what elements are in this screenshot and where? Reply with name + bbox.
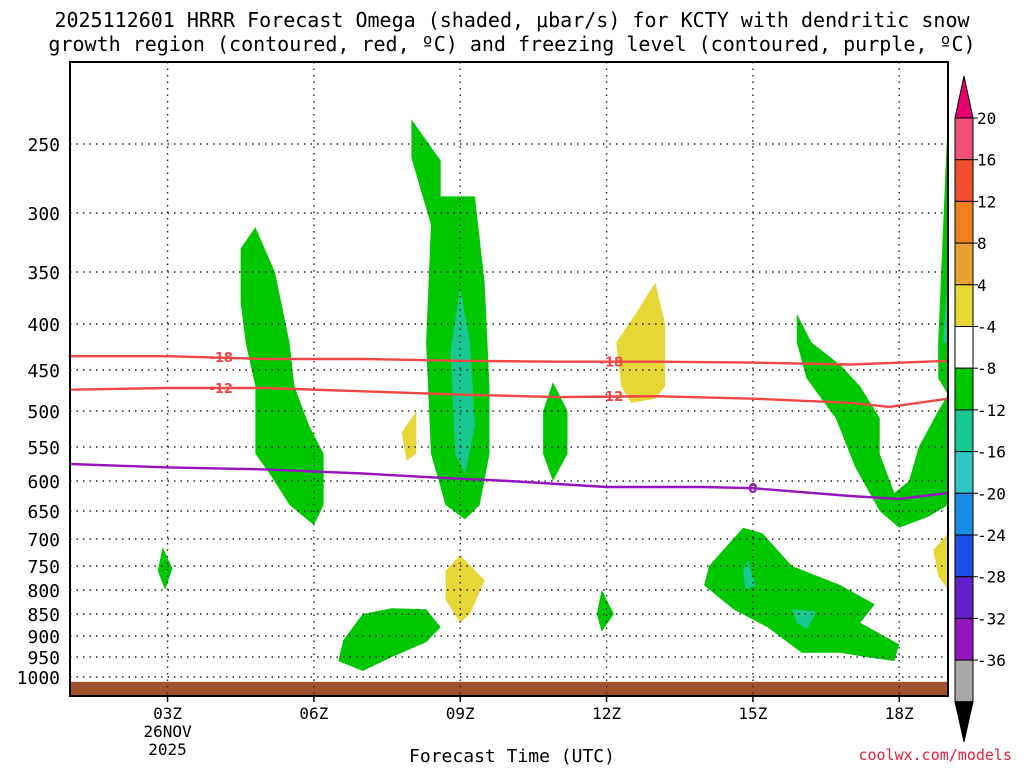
colorbar-label-4: 4 xyxy=(977,276,987,295)
y-tick-label-600: 600 xyxy=(27,472,60,493)
y-tick-label-950: 950 xyxy=(27,648,60,669)
omega-region-12 xyxy=(943,282,948,343)
terrain-layer xyxy=(70,681,948,696)
date-label-year: 2025 xyxy=(148,740,187,759)
x-tick-label-12Z: 12Z xyxy=(592,704,621,723)
colorbar-swatch-5 xyxy=(954,326,974,369)
y-tick-label-800: 800 xyxy=(27,581,60,602)
colorbar-swatch-13 xyxy=(954,659,974,703)
y-tick-label-700: 700 xyxy=(27,530,60,551)
colorbar-label-0: 20 xyxy=(977,109,996,128)
colorbar-swatch-7 xyxy=(954,409,974,453)
colorbar-label-2: 12 xyxy=(977,192,996,211)
colorbar-label-10: -24 xyxy=(977,526,1006,545)
colorbar-swatch-12 xyxy=(954,617,974,661)
omega-region-16 xyxy=(933,533,948,590)
colorbar-swatch-9 xyxy=(954,492,974,536)
colorbar: 20 16 12 8 4 -4 -8 -12 -16 -20 -24 -28 -32 -36 xyxy=(954,75,1006,742)
colorbar-swatch-10 xyxy=(954,534,974,578)
chart-title-line2: growth region (contoured, red, ºC) and f… xyxy=(48,32,976,56)
y-tick-label-350: 350 xyxy=(27,263,60,284)
chart-title-line1: 2025112601 HRRR Forecast Omega (shaded, … xyxy=(54,8,970,32)
contour-lines: -18 -18 -12 -12 0 xyxy=(69,351,949,501)
colorbar-swatch-4 xyxy=(954,284,974,327)
colorbar-arrow-bottom xyxy=(954,701,974,742)
omega-region-6 xyxy=(596,590,614,632)
colorbar-label-5: -4 xyxy=(977,318,996,337)
colorbar-label-12: -32 xyxy=(977,609,1006,628)
omega-region-13 xyxy=(616,282,666,403)
y-tick-label-550: 550 xyxy=(27,438,60,459)
colorbar-swatch-11 xyxy=(954,576,974,619)
y-tick-label-500: 500 xyxy=(27,402,60,423)
colorbar-label-6: -8 xyxy=(977,359,996,378)
x-tick-label-18Z: 18Z xyxy=(885,704,914,723)
omega-region-7 xyxy=(704,527,900,661)
contour-label-1: -18 xyxy=(600,356,624,371)
omega-region-15 xyxy=(445,555,485,623)
colorbar-label-13: -36 xyxy=(977,651,1006,670)
x-axis-title: Forecast Time (UTC) xyxy=(409,746,615,767)
colorbar-label-11: -28 xyxy=(977,568,1006,587)
contour-label-2: -12 xyxy=(209,382,233,397)
y-axis-labels: 2503003504004505005506006507007508008509… xyxy=(17,135,60,689)
y-tick-label-450: 450 xyxy=(27,361,60,382)
omega-region-4 xyxy=(157,547,173,590)
contour-line-0 xyxy=(70,355,949,366)
y-tick-label-750: 750 xyxy=(27,557,60,578)
date-label-day: 26NOV xyxy=(143,722,192,741)
y-tick-label-650: 650 xyxy=(27,502,60,523)
omega-region-14 xyxy=(401,411,417,461)
omega-region-5 xyxy=(338,608,441,671)
y-tick-label-900: 900 xyxy=(27,627,60,648)
colorbar-swatch-8 xyxy=(954,451,974,494)
credit-link[interactable]: coolwx.com/models xyxy=(858,746,1012,764)
colorbar-label-9: -20 xyxy=(977,484,1006,503)
contour-label-0: -18 xyxy=(209,351,233,366)
x-tick-label-15Z: 15Z xyxy=(738,704,767,723)
colorbar-swatch-1 xyxy=(954,159,974,202)
colorbar-label-7: -12 xyxy=(977,401,1006,420)
x-tick-label-06Z: 06Z xyxy=(299,704,328,723)
colorbar-swatch-0 xyxy=(954,117,974,161)
contour-label-3: -12 xyxy=(600,390,624,405)
colorbar-swatch-3 xyxy=(954,242,974,286)
omega-region-10 xyxy=(796,313,948,528)
x-tick-label-09Z: 09Z xyxy=(446,704,475,723)
y-tick-label-400: 400 xyxy=(27,315,60,336)
contour-line-1 xyxy=(69,386,949,409)
colorbar-label-1: 16 xyxy=(977,151,996,170)
colorbar-arrow-top xyxy=(954,75,974,119)
y-tick-label-250: 250 xyxy=(27,135,60,156)
terrain-ground xyxy=(70,681,948,696)
colorbar-swatch-6 xyxy=(954,367,974,411)
y-tick-label-1000: 1000 xyxy=(17,668,60,689)
omega-region-3 xyxy=(543,382,568,481)
y-tick-label-300: 300 xyxy=(27,204,60,225)
colorbar-label-3: 8 xyxy=(977,234,987,253)
omega-region-2 xyxy=(450,287,475,475)
contour-label-4: 0 xyxy=(748,482,757,497)
y-tick-label-850: 850 xyxy=(27,605,60,626)
omega-region-0 xyxy=(240,227,324,525)
x-tick-label-03Z: 03Z xyxy=(153,704,182,723)
omega-regions xyxy=(157,111,948,671)
plot-frame xyxy=(69,61,949,697)
colorbar-swatch-2 xyxy=(954,200,974,244)
contour-line-2 xyxy=(69,462,949,501)
colorbar-label-8: -16 xyxy=(977,443,1006,462)
